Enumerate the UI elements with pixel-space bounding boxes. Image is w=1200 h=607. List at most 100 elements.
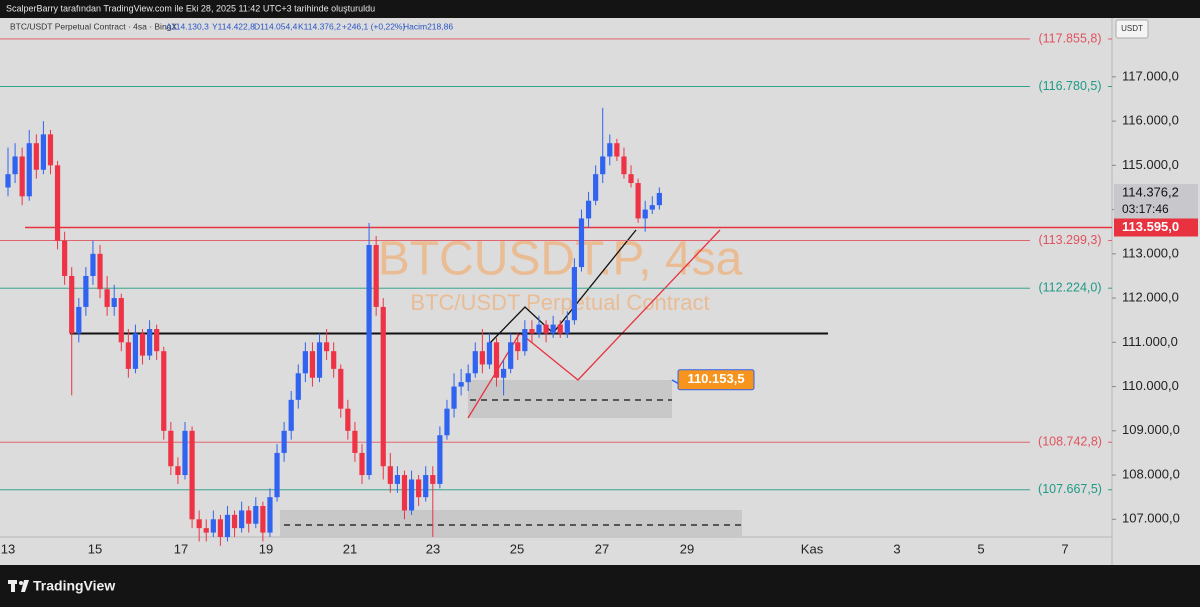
candle-body: [508, 342, 514, 369]
candle-body: [161, 351, 167, 431]
x-tick-label: 13: [1, 541, 15, 556]
price-axis: [1112, 18, 1200, 565]
y-tick-label: 115.000,0: [1122, 157, 1179, 172]
brand: TradingView: [33, 578, 115, 594]
zone: [280, 510, 742, 537]
candle-body: [12, 156, 18, 175]
annotation-label: 110.153,5: [687, 371, 744, 386]
candle-body: [239, 510, 245, 529]
candle-body: [111, 298, 117, 307]
candle-body: [324, 342, 330, 352]
y-tick-label: 111.000,0: [1122, 334, 1178, 349]
candle-body: [458, 382, 464, 387]
candle-body: [274, 452, 280, 498]
candle-body: [175, 466, 181, 476]
candle-body: [465, 373, 471, 383]
candle-body: [373, 244, 379, 307]
y-tick-label: 108.000,0: [1122, 466, 1180, 481]
candle-body: [253, 506, 259, 524]
footer-bar: [0, 565, 1200, 607]
candle-body: [352, 430, 358, 453]
candle-body: [168, 430, 174, 467]
candle-body: [196, 519, 202, 529]
y-tick-label: 116.000,0: [1122, 113, 1179, 128]
candle-body: [132, 333, 139, 369]
symbol-info: BTC/USDT Perpetual Contract · 4sa · Bing…: [10, 21, 177, 31]
y-tick-label: 110.000,0: [1122, 378, 1179, 393]
candle-body: [147, 329, 153, 356]
candle-body: [19, 156, 25, 197]
candle-body: [444, 408, 450, 436]
candle-body: [260, 506, 266, 533]
candle-body: [472, 351, 478, 374]
y-tick-label: 113.000,0: [1122, 245, 1179, 260]
level-label: (107.667,5): [1038, 482, 1102, 496]
candle-body: [125, 342, 131, 369]
x-tick-label: 15: [88, 541, 102, 556]
candle-body: [62, 240, 68, 276]
candle-body: [267, 497, 273, 533]
candle-body: [401, 475, 408, 511]
candle-body: [90, 253, 96, 276]
price-line-box: [1114, 218, 1198, 237]
annotation-box: [677, 369, 755, 391]
credit: ScalperBarry tarafından TradingView.com …: [6, 3, 375, 13]
candle-body: [387, 466, 393, 484]
candle-body: [224, 514, 231, 537]
candle-body: [649, 205, 655, 210]
candle-body: [621, 156, 627, 175]
candle-body: [571, 267, 577, 321]
candle-body: [83, 275, 89, 307]
candle-body: [451, 386, 457, 409]
candle-body: [345, 408, 351, 431]
ohlc-high: Y114.422,8: [212, 21, 255, 31]
last-price-label: 114.376,2: [1122, 184, 1179, 199]
x-tick-label: 19: [259, 541, 273, 556]
candle-body: [550, 324, 556, 334]
candle-body: [69, 275, 75, 334]
candle-body: [210, 519, 216, 533]
y-tick-label: 112.000,0: [1122, 290, 1179, 305]
currency: USDT: [1121, 24, 1143, 33]
candle-body: [33, 143, 39, 170]
candle-body: [380, 306, 386, 467]
candle-body: [338, 368, 344, 409]
zone: [468, 380, 672, 418]
candle-body: [217, 519, 223, 537]
candle-body: [635, 183, 641, 219]
x-tick-label: 21: [343, 541, 357, 556]
level-label: (113.299,3): [1038, 233, 1101, 247]
candle-body: [118, 298, 124, 343]
price-line-label: 113.595,0: [1122, 219, 1179, 234]
candle-body: [529, 329, 535, 334]
candle-body: [54, 165, 61, 241]
candle-body: [359, 452, 365, 476]
y-tick-label: 107.000,0: [1122, 511, 1180, 526]
candle-body: [5, 174, 11, 188]
candle-body: [628, 174, 634, 184]
level-label: (108.742,8): [1038, 434, 1102, 448]
candle-body: [302, 351, 308, 374]
x-tick-label: 25: [510, 541, 524, 556]
candle-body: [189, 430, 195, 520]
x-tick-label: 29: [680, 541, 694, 556]
x-tick-label: 17: [174, 541, 188, 556]
candle-body: [281, 430, 287, 453]
candle-body: [26, 143, 32, 197]
candle-body: [430, 475, 436, 484]
y-tick-label: 117.000,0: [1122, 68, 1179, 83]
candle-body: [288, 399, 294, 431]
y-tick-label: 109.000,0: [1122, 422, 1180, 437]
candle-body: [578, 218, 585, 268]
candle-body: [493, 342, 500, 378]
candle-body: [154, 329, 160, 352]
candle-body: [246, 510, 252, 524]
candle-body: [295, 373, 301, 400]
candle-body: [536, 324, 542, 334]
time-axis: [0, 537, 1112, 565]
x-tick-label: 3: [893, 541, 900, 556]
brand-logo: [8, 580, 29, 592]
x-tick-label: 7: [1061, 541, 1068, 556]
candle-body: [416, 479, 422, 498]
currency-box: [1115, 19, 1149, 39]
